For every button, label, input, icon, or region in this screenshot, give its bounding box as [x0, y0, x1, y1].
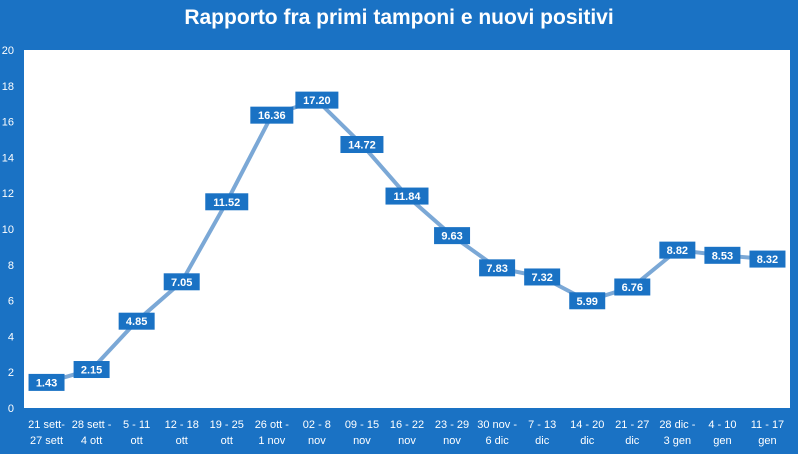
data-label-text: 7.83 — [486, 263, 507, 275]
data-label-box — [163, 273, 200, 291]
data-label-text: 11.84 — [394, 191, 422, 203]
data-label: 2.15 — [73, 361, 110, 379]
data-label-box — [295, 91, 339, 109]
data-label-text: 17.20 — [303, 95, 331, 107]
data-label: 8.32 — [749, 250, 786, 268]
y-tick-label: 4 — [8, 331, 14, 343]
data-label-text: 8.53 — [712, 250, 733, 262]
data-label: 4.85 — [118, 312, 155, 330]
data-label-text: 11.52 — [213, 197, 240, 209]
x-tick-label: 11 - 17 gen — [751, 419, 784, 447]
y-tick-label: 14 — [2, 152, 14, 164]
x-tick-label: 21 - 27 dic — [615, 419, 649, 447]
x-tick-label: 28 dic -3 gen — [659, 419, 695, 447]
x-tick-label: 21 sett-27 sett — [28, 419, 65, 447]
data-label-box — [479, 259, 516, 277]
data-label-box — [659, 241, 696, 259]
y-axis: 0 2 4 6 8 10 12 14 16 18 20 — [2, 45, 14, 415]
data-label-box — [340, 136, 384, 154]
data-label-box — [614, 278, 651, 296]
data-label-box — [749, 250, 786, 268]
data-label-text: 6.76 — [622, 282, 643, 294]
data-label: 17.20 — [295, 91, 339, 109]
y-tick-label: 10 — [2, 224, 14, 236]
x-tick-label: 19 - 25 ott — [210, 419, 244, 447]
data-label: 9.63 — [434, 227, 471, 245]
data-label: 8.82 — [659, 241, 696, 259]
data-label-text: 16.36 — [258, 110, 286, 122]
data-label: 7.32 — [524, 268, 561, 286]
data-label-box — [118, 312, 155, 330]
data-label: 16.36 — [250, 106, 294, 124]
x-tick-label: 12 - 18 ott — [165, 419, 199, 447]
data-label-box — [569, 292, 606, 310]
x-tick-label: 30 nov -6 dic — [477, 419, 517, 447]
x-tick-label: 14 - 20 dic — [570, 419, 604, 447]
y-tick-label: 0 — [8, 403, 14, 415]
x-tick-label: 7 - 13 dic — [528, 419, 556, 447]
data-labels: 1.43 2.15 4.85 7.05 11.52 16.36 17.20 14.72 11.8… — [28, 91, 786, 391]
y-tick-label: 16 — [2, 117, 14, 129]
data-label-box — [524, 268, 561, 286]
data-label-box — [385, 187, 429, 205]
data-label-box — [250, 106, 294, 124]
data-label: 6.76 — [614, 278, 651, 296]
y-tick-label: 2 — [8, 367, 14, 379]
data-label-text: 5.99 — [577, 296, 598, 308]
chart-title: Rapporto fra primi tamponi e nuovi posit… — [184, 6, 614, 29]
data-label: 7.05 — [163, 273, 200, 291]
data-label-box — [205, 193, 249, 211]
y-tick-label: 8 — [8, 260, 14, 272]
data-label-box — [434, 227, 471, 245]
data-label-box — [704, 246, 741, 264]
y-tick-label: 20 — [2, 45, 14, 57]
plot-area — [24, 50, 790, 408]
data-label-text: 8.82 — [667, 245, 688, 257]
data-label-box — [73, 361, 110, 379]
data-label-text: 7.32 — [531, 272, 552, 284]
x-tick-label: 09 - 15 nov — [345, 419, 379, 447]
x-tick-label: 26 ott -1 nov — [255, 419, 290, 447]
x-tick-label: 16 - 22 nov — [390, 419, 424, 447]
x-tick-label: 23 - 29 nov — [435, 419, 469, 447]
data-label: 11.84 — [385, 187, 429, 205]
data-label-box — [28, 373, 65, 391]
y-tick-label: 12 — [2, 188, 14, 200]
data-label: 11.52 — [205, 193, 249, 211]
x-tick-label: 02 - 8 nov — [303, 419, 331, 447]
data-label: 8.53 — [704, 246, 741, 264]
x-tick-label: 28 sett -4 ott — [72, 419, 112, 447]
data-label: 1.43 — [28, 373, 65, 391]
data-label-text: 4.85 — [126, 316, 147, 328]
data-label-text: 1.43 — [36, 377, 57, 389]
data-label-text: 7.05 — [171, 277, 192, 289]
data-label: 14.72 — [340, 136, 384, 154]
y-tick-label: 6 — [8, 296, 14, 308]
y-tick-label: 18 — [2, 81, 14, 93]
data-label-text: 8.32 — [757, 254, 778, 266]
data-label: 7.83 — [479, 259, 516, 277]
x-tick-label: 4 - 10 gen — [708, 419, 736, 447]
data-label: 5.99 — [569, 292, 606, 310]
x-tick-label: 5 - 11 ott — [123, 419, 150, 447]
data-label-text: 9.63 — [441, 231, 462, 243]
data-label-text: 2.15 — [81, 365, 102, 377]
data-label-text: 14.72 — [348, 140, 376, 152]
